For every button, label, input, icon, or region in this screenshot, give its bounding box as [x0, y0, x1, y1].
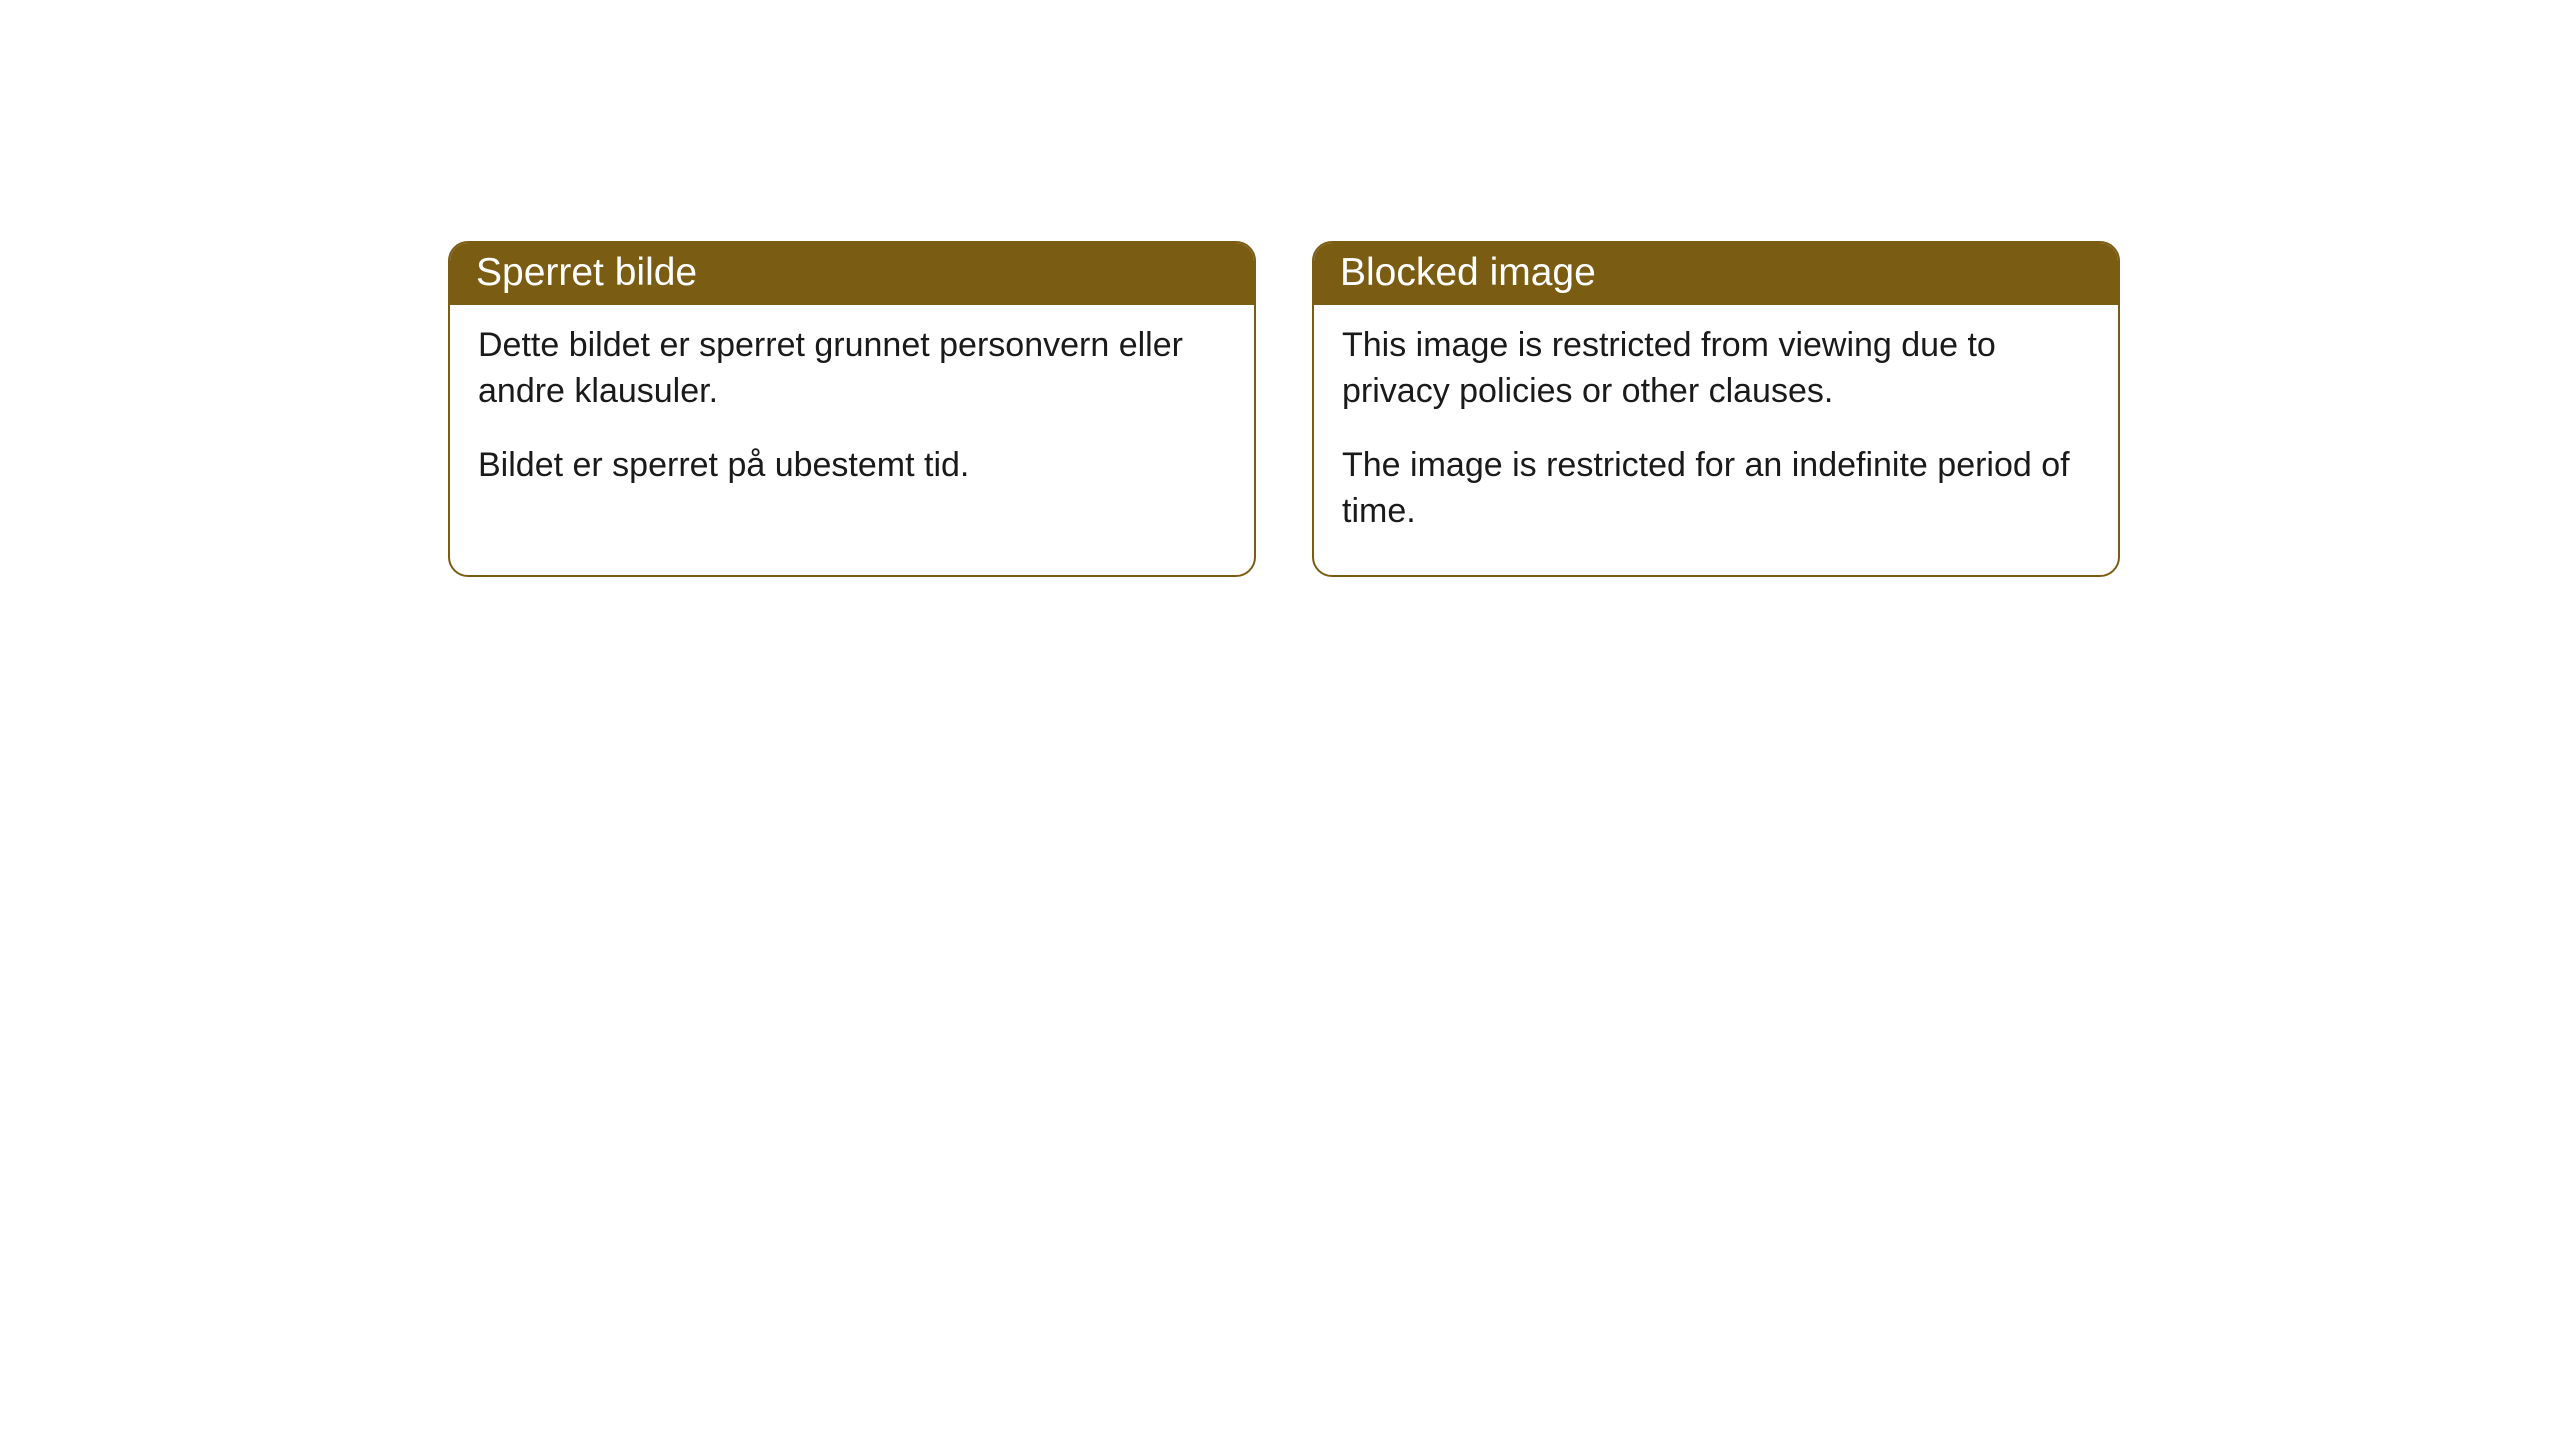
card-paragraph-1: This image is restricted from viewing du… [1342, 323, 2090, 415]
card-body-norwegian: Dette bildet er sperret grunnet personve… [450, 305, 1254, 529]
card-paragraph-2: The image is restricted for an indefinit… [1342, 443, 2090, 535]
card-paragraph-1: Dette bildet er sperret grunnet personve… [478, 323, 1226, 415]
card-header-english: Blocked image [1314, 243, 2118, 305]
card-header-norwegian: Sperret bilde [450, 243, 1254, 305]
cards-container: Sperret bilde Dette bildet er sperret gr… [448, 241, 2120, 577]
card-body-english: This image is restricted from viewing du… [1314, 305, 2118, 575]
card-norwegian: Sperret bilde Dette bildet er sperret gr… [448, 241, 1256, 577]
card-paragraph-2: Bildet er sperret på ubestemt tid. [478, 443, 1226, 489]
card-english: Blocked image This image is restricted f… [1312, 241, 2120, 577]
